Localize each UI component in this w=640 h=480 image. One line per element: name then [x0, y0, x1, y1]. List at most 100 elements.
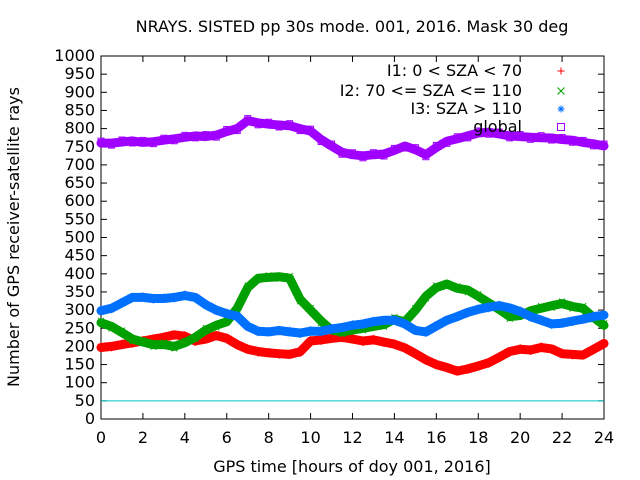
data-point [548, 136, 556, 144]
y-tick-label: 100 [64, 373, 95, 392]
y-tick-label: 800 [64, 119, 95, 138]
data-point [98, 305, 104, 312]
y-tick-label: 300 [64, 300, 95, 319]
legend-label: I2: 70 <= SZA <= 110 [340, 81, 522, 100]
data-point [118, 136, 126, 144]
data-point [558, 298, 566, 305]
y-tick-label: 950 [64, 64, 95, 83]
data-point [527, 135, 535, 143]
y-tick-label: 900 [64, 82, 95, 101]
data-point [433, 321, 440, 328]
data-point [297, 331, 304, 338]
data-point [474, 127, 482, 135]
data-point [286, 272, 293, 280]
data-point [569, 305, 576, 312]
data-point [537, 302, 545, 310]
data-point [569, 353, 576, 360]
data-point [359, 339, 366, 346]
data-point [349, 334, 356, 341]
data-point [557, 87, 565, 95]
data-point [339, 336, 346, 343]
x-tick-label: 8 [264, 428, 274, 447]
data-point [422, 153, 430, 161]
x-tick-label: 12 [342, 428, 362, 447]
data-point [601, 338, 607, 345]
data-point [454, 366, 461, 373]
y-axis-label: Number of GPS receiver-satellite rays [4, 87, 23, 387]
data-point [160, 339, 168, 346]
data-point [244, 115, 252, 123]
data-point [349, 149, 356, 157]
y-tick-label: 750 [64, 137, 95, 156]
data-point [391, 339, 398, 346]
series-layer [96, 115, 609, 376]
data-point [107, 141, 115, 149]
data-point [506, 306, 513, 313]
data-point [255, 330, 262, 337]
data-point [454, 311, 461, 318]
data-point [527, 315, 534, 322]
data-point [181, 337, 189, 345]
data-point [370, 316, 377, 323]
data-point [275, 275, 283, 283]
data-point [160, 134, 168, 142]
data-point [244, 321, 251, 328]
data-point [569, 319, 576, 326]
series-2 [96, 290, 609, 338]
data-point [412, 348, 419, 355]
data-point [369, 149, 377, 157]
y-tick-label: 200 [64, 336, 95, 355]
data-point [275, 123, 283, 131]
data-point [328, 140, 336, 148]
data-point [590, 315, 597, 322]
data-point [265, 347, 272, 354]
data-point [255, 350, 262, 357]
y-tick-label: 1000 [54, 46, 95, 65]
data-point [213, 334, 220, 341]
data-point [485, 130, 493, 138]
data-point [349, 320, 356, 327]
data-point [412, 304, 419, 312]
data-point [432, 282, 440, 289]
y-tick-label: 150 [64, 355, 95, 374]
data-point [475, 304, 482, 311]
data-point [380, 319, 387, 326]
data-point [223, 126, 231, 134]
data-point [538, 342, 545, 349]
data-point [600, 140, 608, 148]
data-point [318, 330, 325, 337]
data-point [129, 296, 136, 303]
data-point [370, 334, 377, 341]
y-tick-label: 650 [64, 173, 95, 192]
y-tick-label: 0 [85, 409, 95, 428]
data-point [474, 290, 482, 298]
data-point [286, 326, 293, 333]
y-tick-label: 400 [64, 264, 95, 283]
y-tick-label: 600 [64, 191, 95, 210]
x-tick-label: 6 [222, 428, 232, 447]
data-point [506, 350, 513, 357]
x-axis: 0 2 4 6 8 10 12 14 16 18 20 22 24 [96, 56, 614, 447]
data-point [108, 307, 115, 314]
x-tick-label: 0 [96, 428, 106, 447]
data-point [390, 144, 398, 152]
data-point [443, 366, 450, 373]
data-point [181, 331, 188, 338]
data-point [150, 343, 157, 350]
data-point [590, 142, 598, 150]
data-point [139, 136, 147, 144]
data-point [254, 121, 262, 129]
data-point [265, 272, 273, 279]
x-tick-label: 18 [468, 428, 488, 447]
data-point [464, 367, 471, 374]
data-point [601, 310, 607, 317]
data-point [296, 127, 304, 135]
data-point [160, 332, 167, 339]
data-point [192, 296, 199, 303]
x-tick-label: 14 [384, 428, 404, 447]
data-point [171, 296, 178, 303]
data-point [432, 141, 440, 149]
y-tick-label: 700 [64, 155, 95, 174]
data-point [286, 349, 293, 356]
